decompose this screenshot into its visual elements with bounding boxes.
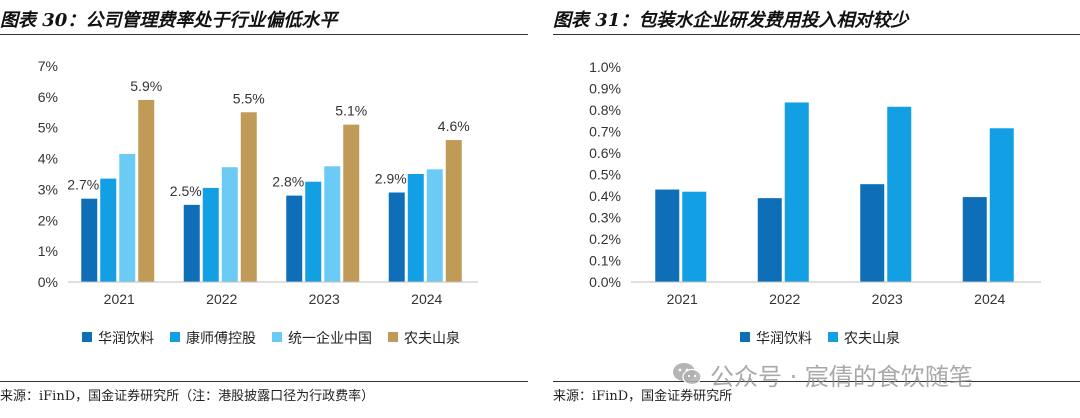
right-legend-swatch	[828, 332, 838, 342]
left-legend-swatch	[170, 332, 180, 342]
right-legend-swatch	[740, 332, 750, 342]
right-y-tick-label: 0.8%	[589, 102, 621, 118]
right-legend-label: 农夫山泉	[844, 330, 900, 347]
left-legend-swatch	[82, 332, 92, 342]
figure-31-source: 来源：iFinD，国金证券研究所	[553, 389, 733, 404]
left-y-tick-label: 0%	[38, 274, 58, 290]
left-y-tick-label: 5%	[38, 120, 58, 136]
left-legend-swatch	[388, 332, 398, 342]
left-bar-华润饮料-2024	[388, 192, 405, 282]
left-data-label: 2.5%	[170, 183, 202, 199]
watermark-text: 公众号 · 宸倩的食饮随笔	[710, 362, 973, 391]
left-bar-康师傅控股-2023	[305, 181, 322, 282]
admin-expense-rate-chart: 0% 1% 2% 3% 4% 5% 6% 7% 2.7% 2.5% 2.8% 2.9% 5.9% 5.5%…	[38, 58, 478, 347]
left-bar-华润饮料-2023	[286, 195, 303, 282]
left-bar-农夫山泉-2022	[240, 112, 257, 283]
figure-30-source: 来源：iFinD，国金证券研究所（注：港股披露口径为行政费率）	[0, 389, 375, 404]
figure-31-top-rule	[553, 34, 1080, 35]
right-y-tick-label: 0.4%	[589, 188, 621, 204]
left-bar-统一企业中国-2024	[426, 169, 443, 282]
left-bar-统一企业中国-2022	[221, 167, 238, 282]
left-x-tick-label: 2021	[104, 291, 135, 307]
right-y-tick-label: 0.1%	[589, 253, 621, 269]
left-data-label: 2.8%	[272, 174, 304, 190]
left-data-label: 2.7%	[67, 177, 99, 193]
figure-30-top-rule	[0, 34, 528, 35]
right-y-tick-label: 0.6%	[589, 145, 621, 161]
right-y-tick-label: 1.0%	[589, 59, 621, 75]
left-bar-统一企业中国-2021	[119, 153, 136, 282]
figure-31-bottom-rule	[553, 381, 1080, 382]
left-x-tick-label: 2022	[206, 291, 237, 307]
right-bar-华润饮料-2022	[757, 198, 782, 282]
left-y-tick-label: 7%	[38, 58, 58, 74]
right-bar-农夫山泉-2022	[784, 102, 809, 282]
right-y-tick-label: 0.0%	[589, 274, 621, 290]
left-y-tick-label: 4%	[38, 151, 58, 167]
left-bar-农夫山泉-2024	[445, 140, 462, 282]
rd-expense-rate-chart: 0.0% 0.1% 0.2% 0.3% 0.4% 0.5% 0.6% 0.7% 0.8% 0.9%…	[589, 59, 1041, 347]
right-bar-农夫山泉-2024	[989, 128, 1014, 282]
watermark: 公众号 · 宸倩的食饮随笔	[672, 357, 1062, 391]
figure-30-bottom-rule	[0, 381, 528, 382]
left-bar-康师傅控股-2021	[100, 178, 117, 282]
right-bar-华润饮料-2023	[860, 184, 885, 282]
left-bar-康师傅控股-2024	[407, 174, 424, 282]
right-bar-农夫山泉-2021	[682, 191, 707, 282]
right-y-tick-label: 0.2%	[589, 231, 621, 247]
figure-30-panel: 图表 30：公司管理费率处于行业偏低水平 0% 1% 2% 3% 4% 5% 6% 7% 2.7…	[0, 0, 528, 418]
right-x-tick-label: 2024	[974, 291, 1005, 307]
right-x-tick-label: 2021	[667, 291, 698, 307]
wechat-icon	[673, 363, 702, 386]
right-y-tick-label: 0.9%	[589, 81, 621, 97]
left-legend-label: 华润饮料	[98, 331, 154, 347]
left-y-tick-label: 3%	[38, 181, 58, 197]
left-y-tick-label: 6%	[38, 89, 58, 105]
left-y-tick-label: 1%	[38, 243, 58, 259]
left-legend-label: 农夫山泉	[404, 330, 460, 347]
left-bar-农夫山泉-2021	[138, 99, 155, 282]
left-data-label: 5.1%	[335, 103, 367, 119]
left-data-label: 2.9%	[375, 171, 407, 187]
left-data-label: 5.9%	[130, 78, 162, 94]
left-y-tick-label: 2%	[38, 212, 58, 228]
left-bar-华润饮料-2021	[81, 198, 98, 282]
left-bar-康师傅控股-2022	[202, 187, 219, 282]
left-x-tick-label: 2023	[309, 291, 340, 307]
left-bar-农夫山泉-2023	[343, 124, 360, 282]
left-data-label: 4.6%	[438, 118, 470, 134]
right-y-tick-label: 0.3%	[589, 210, 621, 226]
right-y-tick-label: 0.7%	[589, 124, 621, 140]
right-x-tick-label: 2022	[769, 291, 800, 307]
right-x-tick-label: 2023	[872, 291, 903, 307]
left-bar-统一企业中国-2023	[324, 166, 341, 282]
right-bar-华润饮料-2021	[655, 189, 680, 282]
right-legend-label: 华润饮料	[756, 331, 812, 347]
left-x-tick-label: 2024	[411, 291, 442, 307]
right-bar-华润饮料-2024	[962, 197, 987, 282]
left-legend-label: 统一企业中国	[288, 330, 372, 347]
figure-31-title: 图表 31：包装水企业研发费用投入相对较少	[553, 10, 909, 31]
left-bar-华润饮料-2022	[183, 204, 200, 282]
figure-30-title: 图表 30：公司管理费率处于行业偏低水平	[0, 10, 338, 31]
right-y-tick-label: 0.5%	[589, 167, 621, 183]
left-legend-label: 康师傅控股	[186, 330, 256, 347]
left-legend-swatch	[272, 332, 282, 342]
right-bar-农夫山泉-2023	[887, 106, 912, 283]
figure-31-panel: 图表 31：包装水企业研发费用投入相对较少 0.0% 0.1% 0.2% 0.3% 0.…	[553, 0, 1080, 418]
left-data-label: 5.5%	[233, 90, 265, 106]
